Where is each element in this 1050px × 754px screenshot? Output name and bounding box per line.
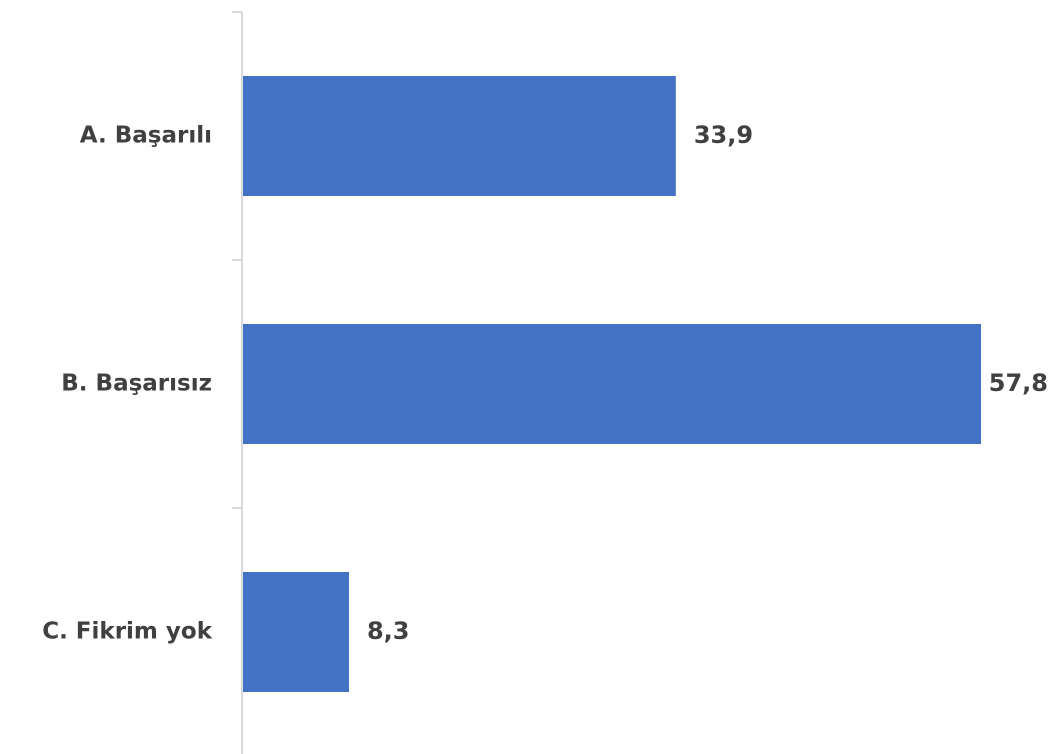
bar: [243, 572, 349, 692]
category-label: B. Başarısız: [61, 371, 212, 397]
bar: [243, 76, 676, 196]
category-label: C. Fikrim yok: [42, 619, 213, 645]
data-label: 57,8: [989, 369, 1048, 397]
labels-layer: A. Başarılı 33,9 B. Başarısız 57,8 C. Fikrim…: [42, 121, 1048, 645]
category-label: A. Başarılı: [80, 123, 212, 149]
bars-layer: [243, 76, 981, 692]
data-label: 8,3: [367, 617, 410, 645]
axis-layer: [232, 11, 243, 754]
data-label: 33,9: [694, 121, 753, 149]
bar: [243, 324, 981, 444]
